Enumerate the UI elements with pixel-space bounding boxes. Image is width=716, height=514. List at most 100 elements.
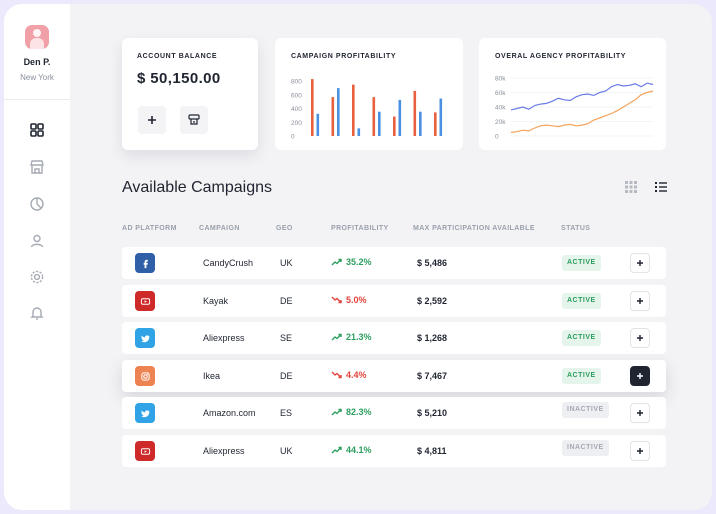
instagram-icon <box>135 366 155 386</box>
profitability-text: 21.3% <box>346 332 372 342</box>
y-tick-label: 20k <box>495 119 506 126</box>
add-campaign-button[interactable] <box>630 328 650 348</box>
bar <box>439 98 443 136</box>
add-campaign-button[interactable] <box>630 366 650 386</box>
profitability-value: 44.1% <box>331 445 372 455</box>
bell-icon[interactable] <box>29 305 45 321</box>
geo-code: ES <box>280 408 293 418</box>
campaign-name: Amazon.com <box>203 408 256 418</box>
settings-icon[interactable] <box>29 269 45 285</box>
add-campaign-button[interactable] <box>630 291 650 311</box>
y-tick-label: 80k <box>495 76 506 83</box>
campaign-name: Aliexpress <box>203 446 245 456</box>
status-badge: ACTIVE <box>562 255 601 271</box>
list-view-icon[interactable] <box>654 180 668 194</box>
plus-icon <box>637 373 643 379</box>
profitability-value: 4.4% <box>331 370 367 380</box>
avatar[interactable] <box>25 25 49 49</box>
agency-profitability-card: OVERAL AGENCY PROFITABILITY 80k 60k 40k 20k… <box>479 38 666 150</box>
profitability-text: 35.2% <box>346 257 372 267</box>
bar <box>398 99 402 136</box>
bar <box>331 97 335 136</box>
campaign-profitability-card: CAMPAIGN PROFITABILITY 800 600 400 200 0 <box>275 38 463 150</box>
plus-icon <box>637 335 643 341</box>
profitability-text: 4.4% <box>346 370 367 380</box>
twitter-icon <box>135 328 155 348</box>
campaign-name: Kayak <box>203 296 229 306</box>
trend-down-icon <box>331 371 346 379</box>
trend-up-icon <box>331 408 346 416</box>
geo-code: UK <box>280 258 293 268</box>
trend-up-icon <box>331 333 346 341</box>
plus-icon <box>637 298 643 304</box>
table-row[interactable]: Aliexpress UK 44.1% $ 4,811 INACTIVE <box>122 435 666 467</box>
user-icon[interactable] <box>29 233 45 249</box>
wallet-icon <box>188 114 200 125</box>
agency-line-chart: 80k 60k 40k 20k 0 <box>495 76 654 141</box>
profitability-text: 82.3% <box>346 407 372 417</box>
plus-icon <box>637 260 643 266</box>
bar <box>357 128 361 136</box>
section-title: Available Campaigns <box>122 179 273 196</box>
bar <box>337 88 340 136</box>
grid-view-icon[interactable] <box>624 180 638 194</box>
trend-up-icon <box>331 258 346 266</box>
y-tick-label: 600 <box>291 92 302 99</box>
bar <box>393 116 396 136</box>
store-icon[interactable] <box>29 159 45 175</box>
profitability-text: 44.1% <box>346 445 372 455</box>
y-tick-label: 800 <box>291 79 302 86</box>
y-tick-label: 40k <box>495 105 506 112</box>
max-participation: $ 4,811 <box>417 446 447 456</box>
user-city: New York <box>20 73 54 82</box>
table-row[interactable]: CandyCrush UK 35.2% $ 5,486 ACTIVE <box>122 247 666 279</box>
account-balance-card: ACCOUNT BALANCE $ 50,150.00 <box>122 38 258 150</box>
y-tick-label: 0 <box>495 134 499 141</box>
youtube-icon <box>135 441 155 461</box>
column-header-status[interactable]: STATUS <box>561 225 591 232</box>
y-tick-label: 200 <box>291 120 302 127</box>
dashboard-icon[interactable] <box>29 122 45 138</box>
plus-icon <box>148 116 156 124</box>
y-tick-label: 400 <box>291 106 302 113</box>
geo-code: DE <box>280 371 293 381</box>
status-badge: INACTIVE <box>562 402 609 418</box>
column-header-max-participation[interactable]: MAX PARTICIPATION AVAILABLE <box>413 225 535 232</box>
status-badge: ACTIVE <box>562 293 601 309</box>
facebook-icon <box>135 253 155 273</box>
campaign-name: Ikea <box>203 371 221 381</box>
user-name: Den P. <box>23 57 51 67</box>
column-header-campaign[interactable]: CAMPAIGN <box>199 225 240 232</box>
table-row[interactable]: Kayak DE 5.0% $ 2,592 ACTIVE <box>122 285 666 317</box>
balance-value: $ 50,150.00 <box>137 70 221 87</box>
geo-code: SE <box>280 333 293 343</box>
max-participation: $ 2,592 <box>417 296 448 306</box>
profitability-chart-title: CAMPAIGN PROFITABILITY <box>291 53 397 60</box>
column-header-platform[interactable]: AD PLATFORM <box>122 225 177 232</box>
bar <box>434 112 437 136</box>
trend-down-icon <box>331 296 346 304</box>
column-header-geo[interactable]: GEO <box>276 225 293 232</box>
add-campaign-button[interactable] <box>630 441 650 461</box>
campaign-name: Aliexpress <box>203 333 245 343</box>
table-row[interactable]: Aliexpress SE 21.3% $ 1,268 ACTIVE <box>122 322 666 354</box>
plus-icon <box>637 448 643 454</box>
status-badge: INACTIVE <box>562 440 609 456</box>
add-funds-button[interactable] <box>138 106 166 134</box>
max-participation: $ 7,467 <box>417 371 448 381</box>
table-row[interactable]: Ikea DE 4.4% $ 7,467 ACTIVE <box>122 360 666 392</box>
profitability-value: 21.3% <box>331 332 372 342</box>
withdraw-button[interactable] <box>180 106 208 134</box>
add-campaign-button[interactable] <box>630 403 650 423</box>
trend-up-icon <box>331 446 346 454</box>
agency-chart-title: OVERAL AGENCY PROFITABILITY <box>495 53 627 60</box>
series-line <box>510 90 654 133</box>
youtube-icon <box>135 291 155 311</box>
table-row[interactable]: Amazon.com ES 82.3% $ 5,210 INACTIVE <box>122 397 666 429</box>
profitability-value: 5.0% <box>331 295 367 305</box>
bar <box>372 97 376 136</box>
bar <box>419 111 422 136</box>
column-header-profitability[interactable]: PROFITABILITY <box>331 225 389 232</box>
add-campaign-button[interactable] <box>630 253 650 273</box>
analytics-icon[interactable] <box>29 196 45 212</box>
